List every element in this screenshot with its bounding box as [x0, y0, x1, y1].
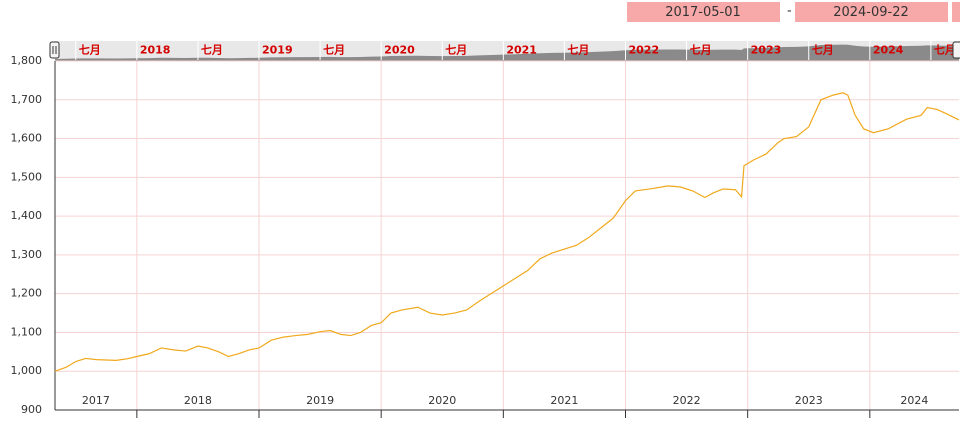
y-tick-label: 1,500 [11, 170, 43, 183]
nav-tick-label: 2020 [384, 44, 415, 57]
start-date[interactable]: 2017-05-01 [665, 5, 741, 20]
plot-layer: 900 1,000 1,100 1,200 1,300 1,400 1,500 1,600 1,… [11, 54, 960, 418]
nav-tick-label: 七月 [567, 43, 589, 57]
x-tick-label: 2024 [900, 394, 928, 407]
separator: - [787, 4, 792, 19]
nav-tick-label: 2018 [140, 44, 171, 57]
y-tick-label: 900 [21, 403, 42, 416]
x-tick-label: 2022 [673, 394, 701, 407]
start-date-box[interactable] [627, 2, 780, 22]
y-tick-label: 1,400 [11, 209, 43, 222]
end-date[interactable]: 2024-09-22 [833, 5, 909, 20]
nav-tick-label: 2019 [262, 44, 293, 57]
nav-handle-right[interactable] [952, 41, 960, 59]
y-tick-label: 1,800 [11, 54, 43, 67]
x-tick-label: 2017 [82, 394, 110, 407]
nav-tick-label: 七月 [445, 43, 467, 57]
nav-tick-label: 七月 [323, 43, 345, 57]
nav-tick-label: 七月 [79, 43, 101, 57]
x-tick-label: 2023 [795, 394, 823, 407]
x-tick-label: 2019 [306, 394, 334, 407]
nav-tick-label: 七月 [812, 43, 834, 57]
extra-box[interactable] [952, 2, 960, 22]
y-tick-label: 1,300 [11, 248, 43, 261]
nav-tick-label: 2023 [751, 44, 782, 57]
nav-tick-label: 2021 [506, 44, 537, 57]
end-date-box[interactable] [795, 2, 948, 22]
nav-tick-label: 2024 [873, 44, 904, 57]
y-tick-label: 1,200 [11, 287, 43, 300]
nav-tick-label: 七月 [934, 43, 956, 57]
y-tick-label: 1,000 [11, 364, 43, 377]
y-tick-label: 1,700 [11, 93, 43, 106]
nav-handle-left[interactable] [49, 41, 60, 59]
y-tick-label: 1,600 [11, 132, 43, 145]
x-tick-label: 2020 [428, 394, 456, 407]
y-tick-label: 1,100 [11, 325, 43, 338]
nav-tick-label: 七月 [201, 43, 223, 57]
x-tick-label: 2018 [184, 394, 212, 407]
nav-tick-label: 2022 [628, 44, 659, 57]
navigator-area [55, 44, 959, 61]
navigator-layer: 七月 2018 七月 2019 七月 2020 七月 2021 七月 2022 七月 2023 七月 20… [55, 41, 959, 61]
nav-tick-label: 七月 [690, 43, 712, 57]
x-tick-label: 2021 [550, 394, 578, 407]
line [54, 92, 960, 372]
